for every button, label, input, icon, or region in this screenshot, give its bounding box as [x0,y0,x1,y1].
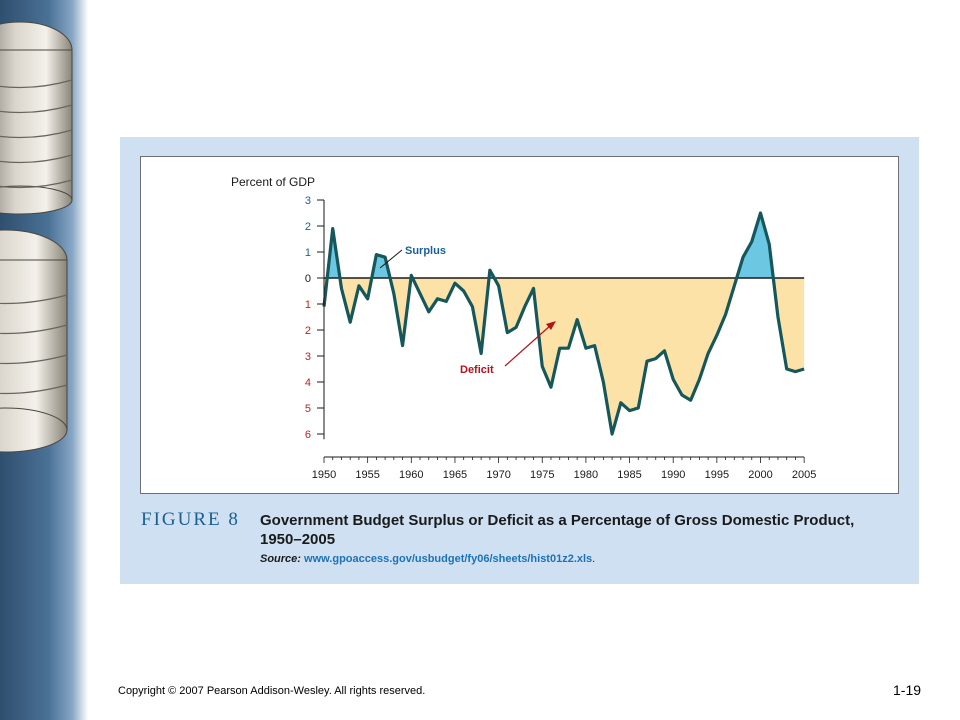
x-tick-label: 1965 [443,469,467,481]
y-tick-label: 2 [305,221,311,233]
y-tick-label: 0 [305,273,311,285]
y-tick-label: 4 [305,377,311,389]
y-tick-label: 2 [305,325,311,337]
x-tick-label: 2005 [792,469,816,481]
slide-number: 1-19 [893,682,922,698]
chart-frame [140,156,899,494]
y-tick-label: 3 [305,351,311,363]
series-line [322,211,805,436]
x-tick-label: 1985 [617,469,641,481]
x-tick-label: 1995 [705,469,729,481]
x-tick-label: 1955 [355,469,379,481]
y-tick-label: 1 [305,247,311,259]
copyright-text: Copyright © 2007 Pearson Addison-Wesley.… [118,685,426,697]
x-tick-label: 2000 [748,469,772,481]
x-tick-label: 1950 [312,469,336,481]
figure-title: Government Budget Surplus or Deficit as … [260,512,855,548]
source-link[interactable]: www.gpoaccess.gov/usbudget/fy06/sheets/h… [304,553,593,565]
figure-source: Source: www.gpoaccess.gov/usbudget/fy06/… [260,553,595,565]
x-tick-label: 1980 [574,469,598,481]
deficit-arrow [504,324,552,367]
coins-stack-image [0,21,73,453]
x-tick-label: 1970 [486,469,510,481]
y-tick-label: 5 [305,403,311,415]
y-tick-label: 3 [305,195,311,207]
y-axis-label: Percent of GDP [231,175,315,189]
x-tick-label: 1990 [661,469,685,481]
deficit-arrow-head [546,321,556,330]
surplus-annotation: Surplus [405,245,446,257]
surplus-area [324,213,805,278]
source-label: Source: [260,553,301,565]
x-tick-label: 1960 [399,469,423,481]
deficit-annotation: Deficit [460,364,494,376]
x-tick-label: 1975 [530,469,554,481]
y-tick-label: 1 [305,299,311,311]
surplus-leader [379,249,403,269]
source-end: . [592,553,596,565]
figure-label: FIGURE 8 [141,509,240,530]
y-tick-label: 6 [305,429,311,441]
